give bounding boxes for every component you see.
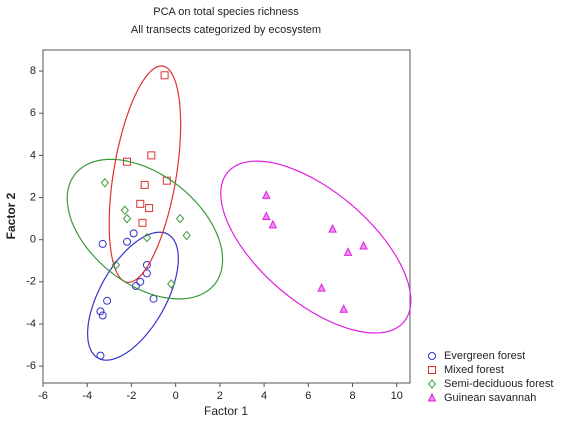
point [142, 260, 151, 269]
point [98, 311, 107, 320]
chart-title: PCA on total species richness [153, 6, 299, 18]
x-tick-label: 4 [261, 390, 267, 402]
point [339, 304, 348, 313]
x-tick-label: 0 [173, 390, 179, 402]
point [129, 229, 138, 238]
point [136, 277, 145, 286]
y-tick-label: 2 [30, 191, 36, 203]
x-tick-label: -6 [38, 390, 48, 402]
x-tick-label: 6 [305, 390, 311, 402]
point [160, 71, 169, 80]
point [145, 204, 154, 213]
point [96, 351, 105, 360]
point [138, 218, 147, 227]
point [142, 232, 152, 243]
point [100, 178, 110, 188]
ellipse [220, 160, 412, 334]
legend-label: Evergreen forest [444, 350, 525, 362]
legend-marker [427, 379, 437, 389]
plot-frame [42, 49, 411, 384]
point [98, 239, 107, 248]
x-axis-title: Factor 1 [204, 404, 248, 418]
x-tick-label: 2 [217, 390, 223, 402]
y-tick-label: 6 [30, 107, 36, 119]
point [359, 240, 368, 250]
x-tick-label: 10 [391, 390, 403, 402]
point [103, 296, 112, 305]
point [123, 237, 132, 246]
y-tick-label: 0 [30, 234, 36, 246]
x-tick-label: -4 [82, 390, 92, 402]
legend-label: Mixed forest [444, 364, 504, 376]
y-tick-label: -6 [26, 360, 36, 372]
point [136, 199, 145, 208]
legend-label: Guinean savannah [444, 392, 536, 404]
y-tick-label: -2 [26, 276, 36, 288]
ellipse [66, 158, 224, 300]
ellipse [86, 231, 180, 361]
point [149, 294, 158, 303]
point [343, 247, 353, 256]
point [261, 211, 271, 220]
legend-label: Semi-deciduous forest [444, 378, 553, 390]
y-tick-label: -4 [26, 318, 36, 330]
x-tick-label: -2 [127, 390, 137, 402]
point [167, 279, 176, 289]
point [328, 224, 337, 233]
legend-marker [428, 366, 436, 374]
point [142, 269, 151, 278]
point [268, 219, 278, 229]
point [175, 213, 185, 224]
point [122, 213, 132, 224]
point [261, 190, 271, 199]
point [147, 151, 156, 160]
y-axis-title: Factor 2 [4, 192, 18, 239]
ellipse [108, 65, 182, 283]
point [120, 205, 129, 215]
x-tick-label: 8 [349, 390, 355, 402]
point [140, 180, 149, 189]
point [111, 260, 121, 270]
point [96, 307, 105, 316]
legend-marker [428, 352, 436, 360]
point [182, 230, 191, 241]
y-tick-label: 4 [30, 149, 36, 161]
point [317, 283, 326, 292]
legend-marker [427, 392, 437, 402]
chart-subtitle: All transects categorized by ecosystem [131, 24, 321, 36]
y-tick-label: 8 [30, 65, 36, 77]
